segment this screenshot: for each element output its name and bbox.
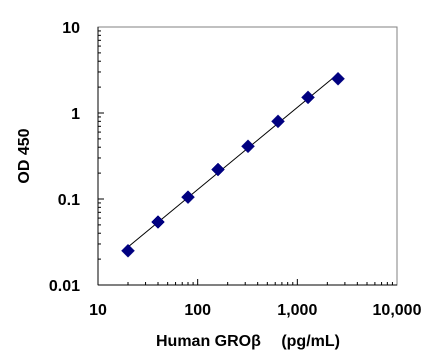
- x-tick-label: 100: [184, 302, 211, 319]
- trendline: [127, 73, 339, 248]
- data-point: [241, 139, 255, 154]
- x-tick-label: 10,000: [373, 302, 422, 319]
- y-tick-label: 0.01: [49, 278, 80, 295]
- y-tick-label: 0.1: [58, 192, 80, 209]
- plot-area: [97, 26, 398, 286]
- data-point: [151, 215, 165, 229]
- x-tick-label: 10: [89, 302, 107, 319]
- x-axis-title: Human GROβ (pg/mL): [156, 333, 340, 350]
- data-point: [331, 71, 345, 86]
- data-points: [121, 71, 345, 258]
- data-point: [211, 162, 225, 177]
- data-point: [181, 190, 195, 205]
- data-point: [271, 114, 285, 129]
- y-axis-title: OD 450: [16, 128, 33, 183]
- y-tick-label: 1: [71, 106, 80, 123]
- data-point: [301, 90, 315, 105]
- tick-labels: 0.01 0.1 1 10 10 100 1,000 10,000: [49, 20, 422, 319]
- y-tick-label: 10: [62, 20, 80, 37]
- x-tick-label: 1,000: [277, 302, 317, 319]
- data-point: [121, 243, 135, 258]
- axis-ticks: [97, 30, 393, 286]
